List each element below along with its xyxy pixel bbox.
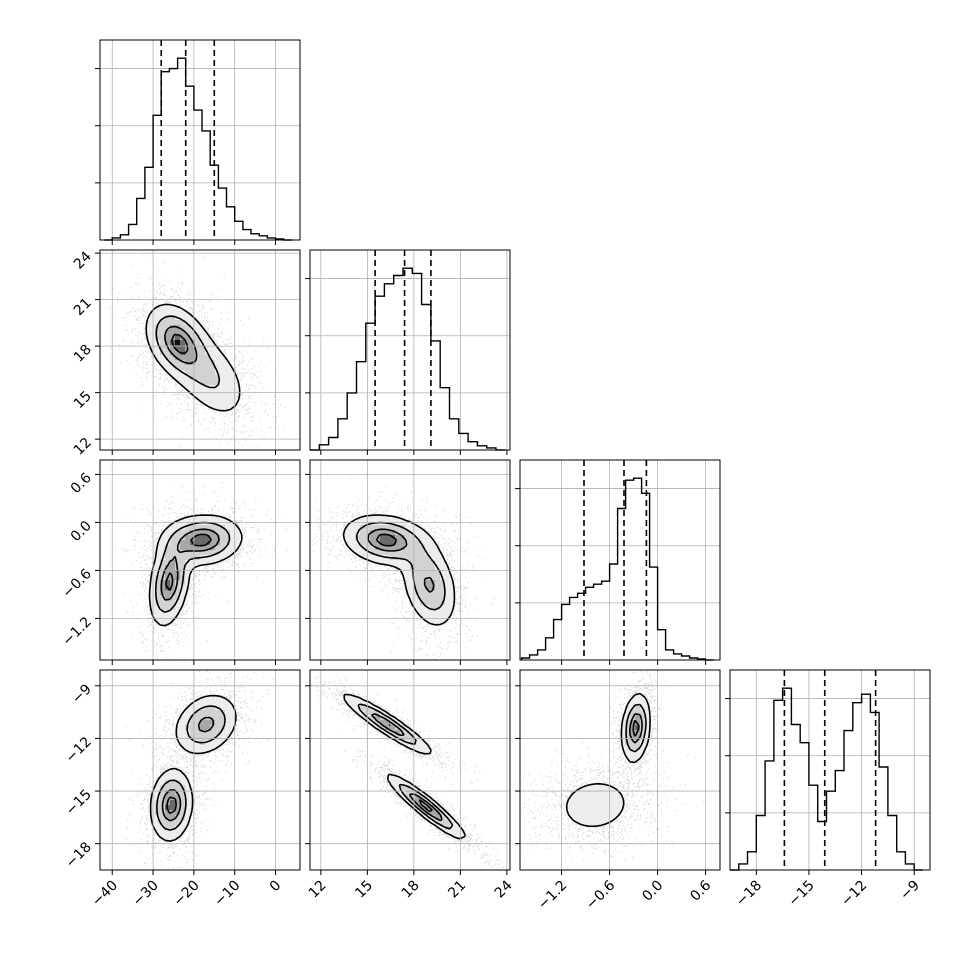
x-tick-label: 0.0 xyxy=(639,878,666,905)
y-tick-label: 15 xyxy=(71,388,95,412)
contour-level-4 xyxy=(171,333,189,355)
x-tick-label: −30 xyxy=(130,878,162,910)
histogram-2 xyxy=(520,477,714,661)
contour-level-4 xyxy=(389,724,433,813)
y-tick-label: 24 xyxy=(71,249,95,273)
panel-frame-1-1 xyxy=(309,249,511,451)
x-tick-label: 15 xyxy=(352,878,376,902)
histogram-3 xyxy=(730,687,923,871)
contour-level-1 xyxy=(145,303,241,412)
panel-frame-2-2 xyxy=(519,459,721,661)
y-tick-label: 12 xyxy=(71,435,95,459)
y-tick-label: −1.2 xyxy=(59,614,94,649)
x-tick-label: 0 xyxy=(267,878,285,896)
x-tick-label: −40 xyxy=(89,878,121,910)
x-tick-label: 24 xyxy=(492,877,516,901)
density-layer xyxy=(108,253,710,870)
panel-frame-2-1 xyxy=(309,459,511,661)
contour-level-1 xyxy=(342,514,456,626)
contour-level-2 xyxy=(154,521,231,614)
grid-panel-1-0 xyxy=(100,250,300,450)
contour-level-2 xyxy=(155,315,221,389)
contour-level-4 xyxy=(165,533,212,592)
y-tick-label: −18 xyxy=(63,839,95,871)
contour-level-2 xyxy=(625,703,647,753)
y-tick-label: 0.6 xyxy=(68,470,95,497)
x-tick-label: 18 xyxy=(399,878,423,902)
contour-level-4 xyxy=(166,796,177,815)
grid-panel-3-3 xyxy=(730,670,930,870)
panel-frame-3-3 xyxy=(729,669,931,871)
contour-level-3 xyxy=(161,716,215,822)
x-tick-label: −1.2 xyxy=(535,878,570,913)
density-panel-3-1 xyxy=(310,670,504,870)
grid-panel-1-1 xyxy=(310,250,510,450)
panel-frame-3-0 xyxy=(99,669,301,871)
density-panel-3-2 xyxy=(522,670,710,870)
x-tick-label: −9 xyxy=(897,878,923,904)
density-cells xyxy=(145,305,241,411)
grid-layer xyxy=(100,40,930,870)
panel-frame-3-2 xyxy=(519,669,721,871)
histogram-0 xyxy=(104,57,292,241)
x-tick-label: −0.6 xyxy=(583,877,618,912)
panel-frame-0-0 xyxy=(99,39,301,241)
x-tick-label: 0.6 xyxy=(687,877,714,904)
contour-level-4 xyxy=(632,719,640,737)
x-tick-label: −12 xyxy=(838,878,870,910)
density-cells xyxy=(345,515,456,626)
grid-panel-3-1 xyxy=(310,670,510,870)
contour-level-2 xyxy=(355,521,446,611)
contour-level-3 xyxy=(370,713,443,822)
density-panel-1-0 xyxy=(108,253,297,450)
density-panel-3-0 xyxy=(125,670,276,870)
x-tick-label: −10 xyxy=(211,878,243,910)
panel-frame-3-1 xyxy=(309,669,511,871)
contour-level-1 xyxy=(149,694,237,842)
y-tick-label: −15 xyxy=(63,787,95,819)
histogram-1 xyxy=(310,267,506,451)
x-tick-label: −18 xyxy=(733,878,765,910)
frames-layer xyxy=(95,39,931,875)
marks-layer xyxy=(95,40,923,871)
contour-level-4 xyxy=(375,533,398,547)
scatter-points xyxy=(125,670,276,870)
grid-panel-3-0 xyxy=(100,670,300,870)
panel-frame-1-0 xyxy=(99,249,301,451)
y-tick-label: −0.6 xyxy=(59,566,94,601)
contour-level-2 xyxy=(357,703,454,830)
density-panel-2-1 xyxy=(310,478,496,660)
grid-panel-2-2 xyxy=(520,460,720,660)
x-tick-label: −15 xyxy=(786,878,818,910)
grid-panel-3-2 xyxy=(520,670,720,870)
y-tick-label: 0.0 xyxy=(68,518,95,545)
scatter-points xyxy=(310,478,496,660)
y-tick-label: −9 xyxy=(69,681,95,707)
contour-level-3 xyxy=(160,528,220,601)
y-tick-label: 21 xyxy=(71,295,95,319)
grid-panel-0-0 xyxy=(100,40,300,240)
panel-frame-2-0 xyxy=(99,459,301,661)
grid-panel-2-0 xyxy=(100,460,300,660)
scatter-points xyxy=(116,481,288,660)
grid-panel-2-1 xyxy=(310,460,510,660)
scatter-points xyxy=(522,670,710,870)
y-tick-label: −12 xyxy=(63,734,95,766)
x-tick-label: 21 xyxy=(445,878,469,902)
contour-level-1 xyxy=(343,693,466,840)
x-tick-label: −20 xyxy=(170,878,202,910)
x-tick-label: 12 xyxy=(306,878,330,902)
contour-level-3 xyxy=(367,528,435,593)
y-tick-label: 18 xyxy=(71,342,95,366)
